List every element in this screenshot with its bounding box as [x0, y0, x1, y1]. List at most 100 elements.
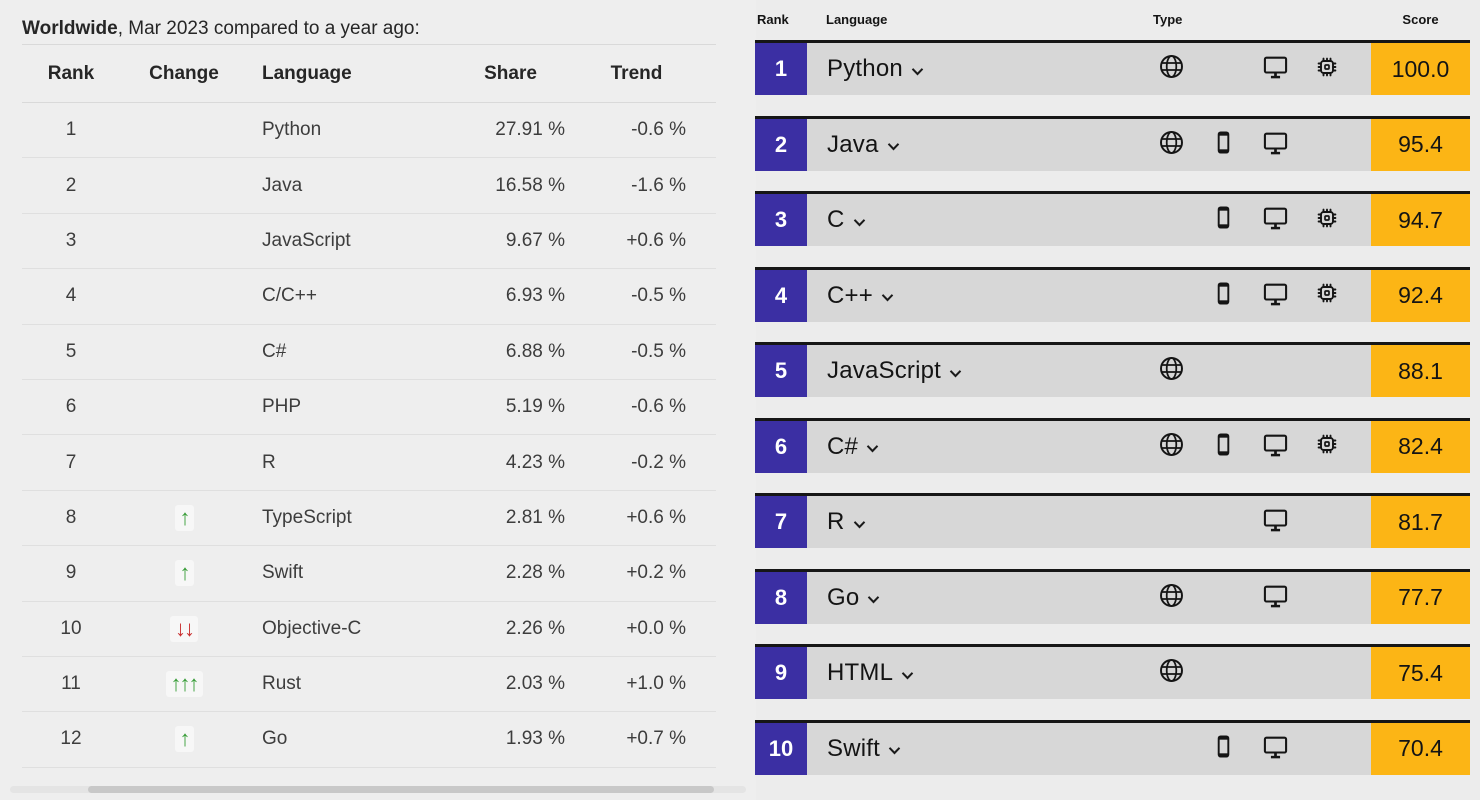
- embedded-chip-icon: [1314, 205, 1340, 236]
- score-cell: 92.4: [1371, 269, 1470, 322]
- desktop-monitor-icon: [1262, 582, 1289, 614]
- language-cell: Objective-C: [262, 617, 362, 639]
- trend-cell: +1.0 %: [626, 673, 686, 695]
- language-dropdown[interactable]: Python: [827, 55, 924, 83]
- language-dropdown[interactable]: R: [827, 508, 866, 536]
- language-cell: Rust: [262, 673, 302, 695]
- score-cell: 88.1: [1371, 345, 1470, 397]
- col-header-trend: Trend: [610, 62, 663, 84]
- type-icons: [1145, 421, 1353, 473]
- language-cell: C/C++: [262, 285, 317, 307]
- divider: [22, 44, 716, 45]
- language-name: R: [827, 508, 845, 535]
- language-dropdown[interactable]: JavaScript: [827, 357, 962, 385]
- ranking-row: 5 JavaScript: [755, 342, 1470, 397]
- trend-cell: -0.5 %: [631, 340, 686, 362]
- type-icons: [1145, 647, 1353, 699]
- col-header-type: Type: [1153, 12, 1183, 27]
- trend-cell: +0.6 %: [626, 506, 686, 528]
- table-row: 5 C# 6.88 % -0.5 %: [22, 325, 716, 380]
- trend-cell: +0.0 %: [626, 617, 686, 639]
- language-dropdown[interactable]: Swift: [827, 735, 901, 763]
- share-cell: 1.93 %: [505, 728, 565, 750]
- language-cell: TypeScript: [262, 506, 352, 528]
- type-icons: [1145, 43, 1353, 95]
- rank-badge: 4: [755, 269, 807, 322]
- chevron-down-icon: [853, 520, 866, 529]
- desktop-monitor-icon: [1262, 506, 1289, 538]
- ranking-row: 4 C++: [755, 266, 1470, 322]
- score-cell: 75.4: [1371, 647, 1470, 699]
- web-globe-icon: [1158, 129, 1185, 161]
- horizontal-scrollbar-track[interactable]: [10, 786, 746, 793]
- chevron-down-icon: [911, 67, 924, 76]
- score-cell: 77.7: [1371, 571, 1470, 624]
- language-cell: Go: [807, 571, 1371, 624]
- table-row: 2 Java 16.58 % -1.6 %: [22, 158, 716, 214]
- language-dropdown[interactable]: Go: [827, 584, 880, 612]
- horizontal-scrollbar-thumb[interactable]: [88, 786, 714, 793]
- rank-badge: 9: [755, 647, 807, 699]
- embedded-chip-icon: [1314, 431, 1340, 462]
- rank-badge: 2: [755, 118, 807, 171]
- change-arrows: ↑: [174, 726, 194, 753]
- rank-cell: 5: [65, 340, 77, 362]
- col-header-rank: Rank: [757, 12, 789, 27]
- type-icons: [1145, 194, 1353, 246]
- language-dropdown[interactable]: C#: [827, 433, 879, 461]
- language-cell: C: [807, 194, 1371, 246]
- language-cell: Swift: [807, 722, 1371, 775]
- share-cell: 16.58 %: [495, 174, 565, 196]
- language-cell: JavaScript: [262, 229, 351, 251]
- table-row: 6 PHP 5.19 % -0.6 %: [22, 380, 716, 436]
- desktop-monitor-icon: [1262, 280, 1289, 312]
- col-header-language: Language: [826, 12, 888, 27]
- language-cell: C#: [262, 340, 287, 362]
- trend-cell: -0.6 %: [631, 396, 686, 418]
- language-name: Python: [827, 55, 903, 82]
- rank-badge: 7: [755, 496, 807, 548]
- language-cell: Java: [262, 174, 303, 196]
- rank-badge: 8: [755, 571, 807, 624]
- rank-cell: 9: [65, 562, 77, 584]
- language-cell: Java: [807, 118, 1371, 171]
- table-row: 10 ↓↓ Objective-C 2.26 % +0.0 %: [22, 602, 716, 657]
- desktop-monitor-icon: [1262, 129, 1289, 161]
- language-dropdown[interactable]: Java: [827, 131, 900, 159]
- language-cell: Python: [807, 43, 1371, 95]
- score-cell: 70.4: [1371, 722, 1470, 775]
- title-region: Worldwide: [22, 18, 118, 39]
- trend-cell: +0.7 %: [626, 728, 686, 750]
- mobile-phone-icon: [1211, 130, 1236, 160]
- language-cell: R: [262, 451, 276, 473]
- language-cell: PHP: [262, 396, 302, 418]
- rank-cell: 6: [65, 396, 77, 418]
- language-cell: Python: [262, 119, 322, 141]
- language-name: JavaScript: [827, 357, 942, 384]
- rank-badge: 6: [755, 420, 807, 473]
- desktop-monitor-icon: [1262, 53, 1289, 85]
- type-icons: [1145, 345, 1353, 397]
- language-name: C++: [827, 281, 873, 309]
- language-name: C#: [827, 432, 859, 460]
- share-cell: 27.91 %: [495, 119, 565, 141]
- web-globe-icon: [1158, 53, 1185, 85]
- rank-badge: 3: [755, 194, 807, 246]
- share-cell: 9.67 %: [505, 229, 565, 251]
- share-cell: 6.88 %: [505, 340, 565, 362]
- chevron-down-icon: [881, 293, 894, 302]
- language-dropdown[interactable]: C++: [827, 282, 894, 310]
- chevron-down-icon: [853, 218, 866, 227]
- table-row: 12 ↑ Go 1.93 % +0.7 %: [22, 712, 716, 768]
- language-name: C: [827, 206, 845, 233]
- language-cell: C++: [807, 269, 1371, 322]
- table-row: 1 Python 27.91 % -0.6 %: [22, 103, 716, 159]
- language-cell: Go: [262, 728, 288, 750]
- language-dropdown[interactable]: C: [827, 206, 866, 234]
- ranking-row: 6 C#: [755, 417, 1470, 473]
- rank-cell: 4: [65, 285, 77, 307]
- language-dropdown[interactable]: HTML: [827, 659, 914, 687]
- trend-cell: -0.2 %: [631, 451, 686, 473]
- mobile-phone-icon: [1211, 205, 1236, 235]
